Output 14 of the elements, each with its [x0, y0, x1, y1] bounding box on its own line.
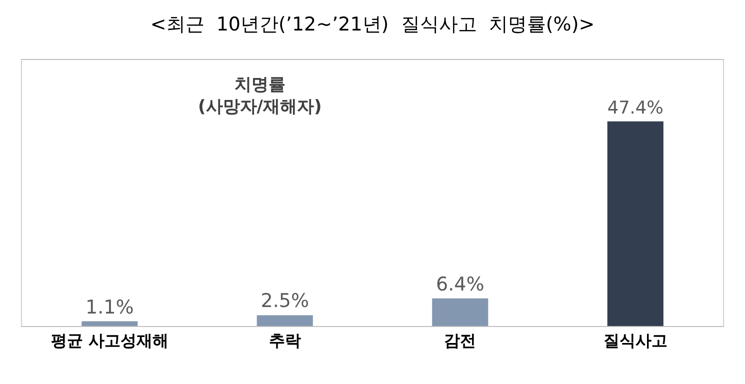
- x-tick-label: 감전: [444, 331, 476, 350]
- x-tick-label: 추락: [268, 331, 301, 350]
- bar: [607, 121, 664, 326]
- x-tick-label: 질식사고: [603, 331, 668, 350]
- x-tick-label: 평균 사고성재해: [50, 331, 168, 350]
- bar: [256, 315, 313, 326]
- data-label: 1.1%: [85, 296, 134, 318]
- data-label: 6.4%: [436, 273, 484, 296]
- data-label: 2.5%: [260, 290, 310, 312]
- text: 치명률 (사망자/재해자): [198, 75, 322, 118]
- bar: [432, 298, 488, 326]
- chart-title: <최근 10년간(’12~’21년) 질식사고 치명률(%)>: [150, 14, 595, 36]
- data-label: 47.4%: [607, 98, 664, 119]
- bar: [82, 321, 138, 326]
